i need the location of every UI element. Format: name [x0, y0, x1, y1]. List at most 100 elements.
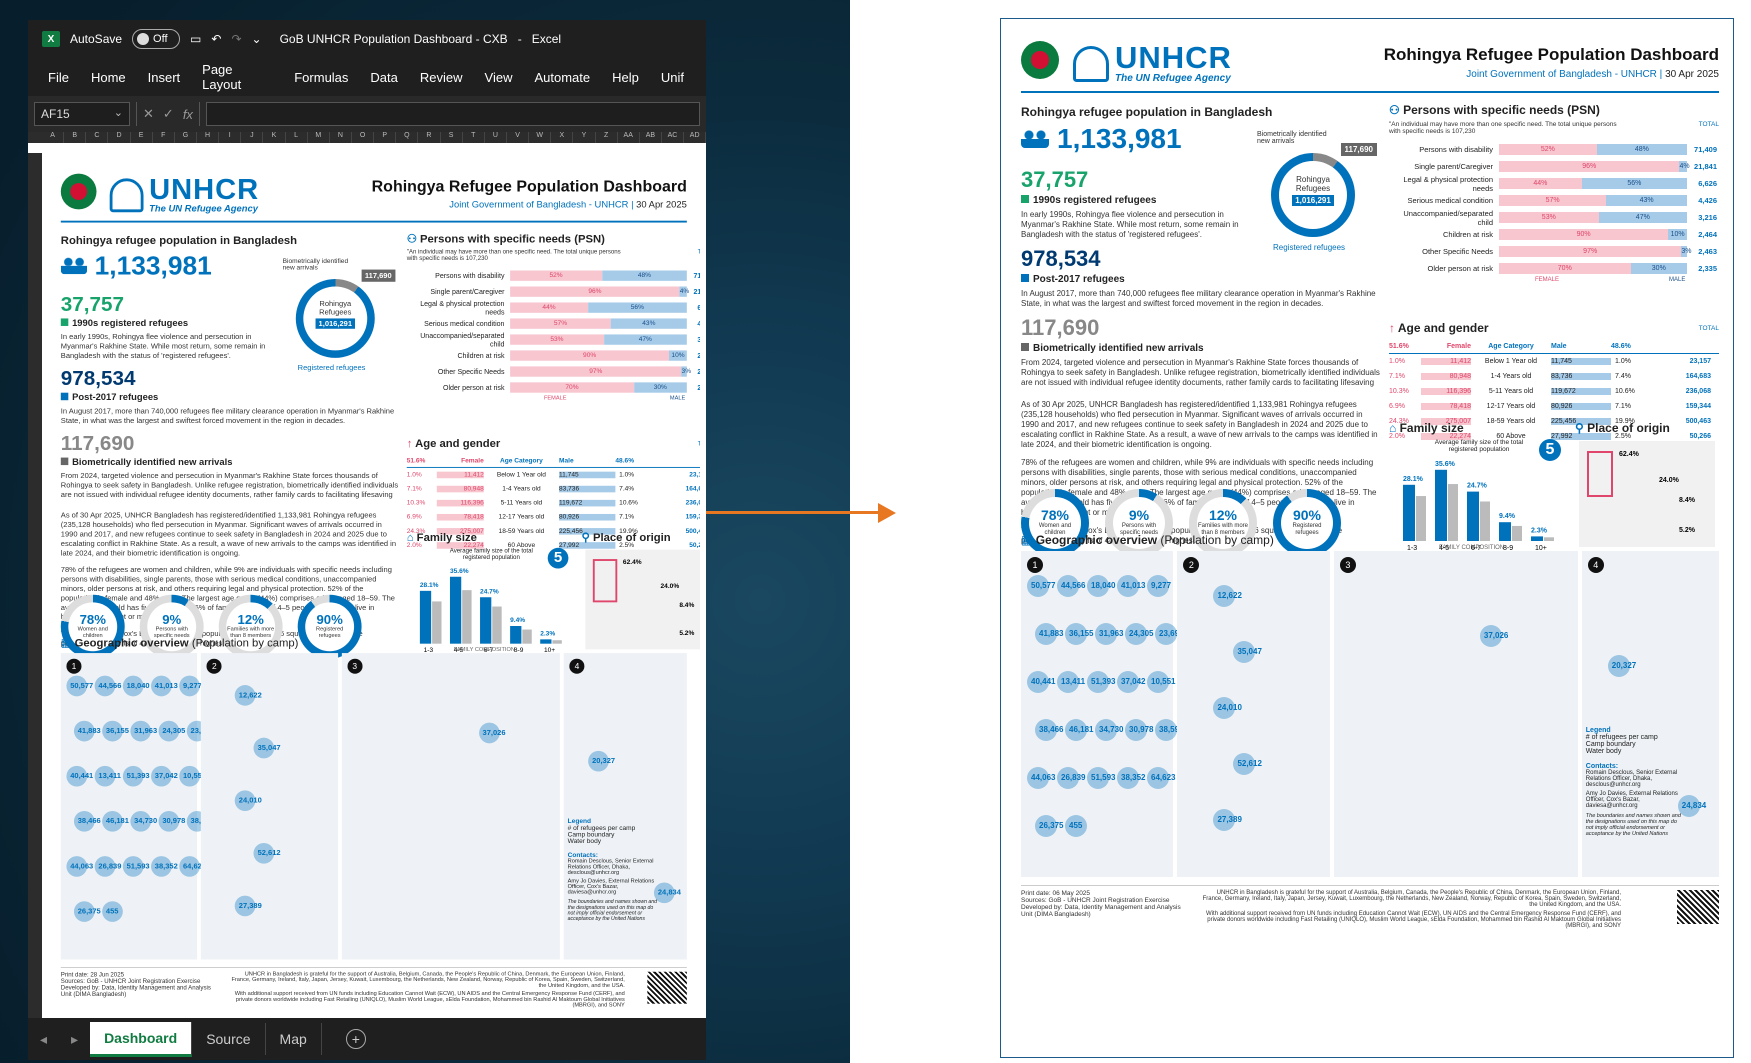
column-header[interactable]: C: [86, 132, 109, 143]
map-number-3: 3: [347, 658, 363, 674]
arrow-icon: [706, 503, 896, 523]
name-box[interactable]: AF15 ⌄: [34, 102, 130, 126]
menu-item[interactable]: Data: [370, 69, 398, 85]
column-header[interactable]: Q: [396, 132, 419, 143]
map-panel-1[interactable]: 1 50,577 44,566 18,040 41,013 9,277 41,883 36,1…: [1021, 551, 1183, 877]
map-panel-4[interactable]: 4 Legend # of refugees per camp Camp bou…: [563, 653, 687, 960]
add-sheet-icon[interactable]: +: [345, 1029, 366, 1049]
menu-item[interactable]: Page Layout: [202, 62, 242, 92]
org-name: UNHCR: [149, 172, 260, 206]
column-header[interactable]: G: [175, 132, 197, 143]
menu-item[interactable]: Unif: [660, 69, 684, 85]
n1990-label: 1990s registered refugees: [1021, 195, 1381, 206]
column-header[interactable]: AA: [618, 132, 640, 143]
column-header[interactable]: R: [418, 132, 441, 143]
qr-code-icon[interactable]: [1677, 890, 1719, 924]
redo-icon[interactable]: ↷: [231, 32, 242, 46]
camp-label: 20,327: [1611, 661, 1637, 670]
column-header[interactable]: X: [551, 132, 574, 143]
menu-item[interactable]: Insert: [147, 69, 181, 85]
undo-icon[interactable]: ↶: [211, 32, 222, 46]
kpi-donut: 9% Persons with specific needs: [139, 594, 204, 659]
age-total-header: TOTAL: [1698, 325, 1719, 332]
donut-center-1: Rohingya: [1296, 175, 1330, 184]
column-header[interactable]: O: [352, 132, 375, 143]
column-header[interactable]: N: [330, 132, 352, 143]
column-header[interactable]: W: [529, 132, 552, 143]
camp-label: 24,305: [1129, 629, 1154, 638]
column-header[interactable]: Y: [573, 132, 596, 143]
camp-bubble: [654, 882, 675, 904]
column-header[interactable]: H: [197, 132, 220, 143]
column-header[interactable]: D: [108, 132, 131, 143]
map-panel-3[interactable]: 3 37,026: [1333, 551, 1578, 877]
map-panel-4[interactable]: 4 Legend # of refugees per camp Camp bou…: [1581, 551, 1719, 877]
column-header[interactable]: P: [374, 132, 397, 143]
age-total-header: TOTAL: [698, 441, 700, 448]
family-bar-label: 9.4%: [1499, 513, 1516, 520]
donut-caption: Registered refugees: [1273, 243, 1346, 252]
column-header[interactable]: Z: [596, 132, 618, 143]
column-header[interactable]: L: [286, 132, 308, 143]
column-header[interactable]: AC: [662, 132, 685, 143]
map-panel-2[interactable]: 2 12,622 35,047 24,010 52,612 27,389: [201, 653, 338, 960]
age-fpct: 6.9%: [406, 513, 422, 521]
tab-dashboard[interactable]: Dashboard: [90, 1021, 193, 1057]
cancel-icon[interactable]: ✕: [143, 106, 154, 121]
menu-item[interactable]: Help: [612, 69, 639, 85]
camp-bubble: [588, 750, 609, 772]
age-row: 24.3% 275,007 18-59 Years old 225,456 19.9% 5…: [1389, 414, 1719, 429]
psn-male-bar: 43%: [1606, 195, 1687, 206]
age-total: 164,683: [685, 485, 700, 493]
n1990-value: 37,757: [60, 292, 125, 316]
tab-source[interactable]: Source: [192, 1023, 266, 1055]
column-header[interactable]: E: [131, 132, 153, 143]
contact-2: Amy Jo Davies, External Relations Office…: [567, 878, 655, 896]
family-category: 10+: [544, 647, 555, 653]
worksheet[interactable]: UNHCR The UN Refugee Agency Rohingya Refu…: [42, 153, 706, 1018]
save-icon[interactable]: ▭: [190, 32, 202, 46]
kpi-value: 90%: [1292, 507, 1322, 523]
psn-total: 2,335: [1698, 264, 1717, 273]
tab-prev-icon[interactable]: ◂: [40, 1030, 48, 1047]
camp-label: 13,411: [1061, 677, 1086, 686]
column-header[interactable]: J: [241, 132, 264, 143]
map-panel-1[interactable]: 1 50,577 44,566 18,040 41,013 9,277 41,883 36,1…: [60, 653, 214, 960]
family-silhouette: [1480, 501, 1490, 541]
column-header[interactable]: U: [485, 132, 507, 143]
family-bar-label: 9.4%: [510, 617, 525, 624]
menu-item[interactable]: Review: [419, 69, 463, 85]
column-header[interactable]: M: [308, 132, 330, 143]
formula-input[interactable]: [205, 102, 700, 126]
camp-bubble: [94, 856, 116, 877]
autosave-toggle[interactable]: Off: [132, 29, 181, 49]
tab-next-icon[interactable]: ▸: [71, 1030, 79, 1047]
qat-chevron-icon[interactable]: ⌄: [251, 32, 262, 46]
menu-item[interactable]: Automate: [534, 69, 591, 85]
map-panel-2[interactable]: 2 12,622 35,047 24,010 52,612 27,389: [1177, 551, 1330, 877]
column-header[interactable]: S: [441, 132, 463, 143]
qr-code-icon[interactable]: [647, 971, 687, 1004]
map-panel-3[interactable]: 3 37,026: [341, 653, 561, 960]
menu-item[interactable]: Home: [90, 69, 126, 85]
fx-icon[interactable]: fx: [182, 106, 193, 122]
column-header[interactable]: K: [263, 132, 286, 143]
column-header[interactable]: F: [153, 132, 175, 143]
family-bars: 28.1% 1-3 35.6% 4-5 24.7% 6-7 9.4% 8-9 2.3% 10+: [419, 568, 562, 653]
enter-icon[interactable]: ✓: [162, 106, 174, 121]
age-cat: 1-4 Years old: [502, 485, 541, 493]
menu-item[interactable]: File: [48, 69, 69, 85]
column-header[interactable]: AD: [684, 132, 706, 143]
camp-bubble: [1087, 671, 1109, 693]
map-icon: ▦: [60, 636, 72, 650]
column-header[interactable]: I: [219, 132, 242, 143]
column-header[interactable]: V: [507, 132, 530, 143]
tab-map[interactable]: Map: [266, 1023, 322, 1055]
menu-item[interactable]: View: [484, 69, 513, 85]
menu-item[interactable]: Formulas: [294, 69, 349, 85]
column-header[interactable]: T: [463, 132, 485, 143]
column-header[interactable]: A: [42, 132, 65, 143]
column-header[interactable]: B: [64, 132, 87, 143]
column-header[interactable]: AB: [640, 132, 662, 143]
